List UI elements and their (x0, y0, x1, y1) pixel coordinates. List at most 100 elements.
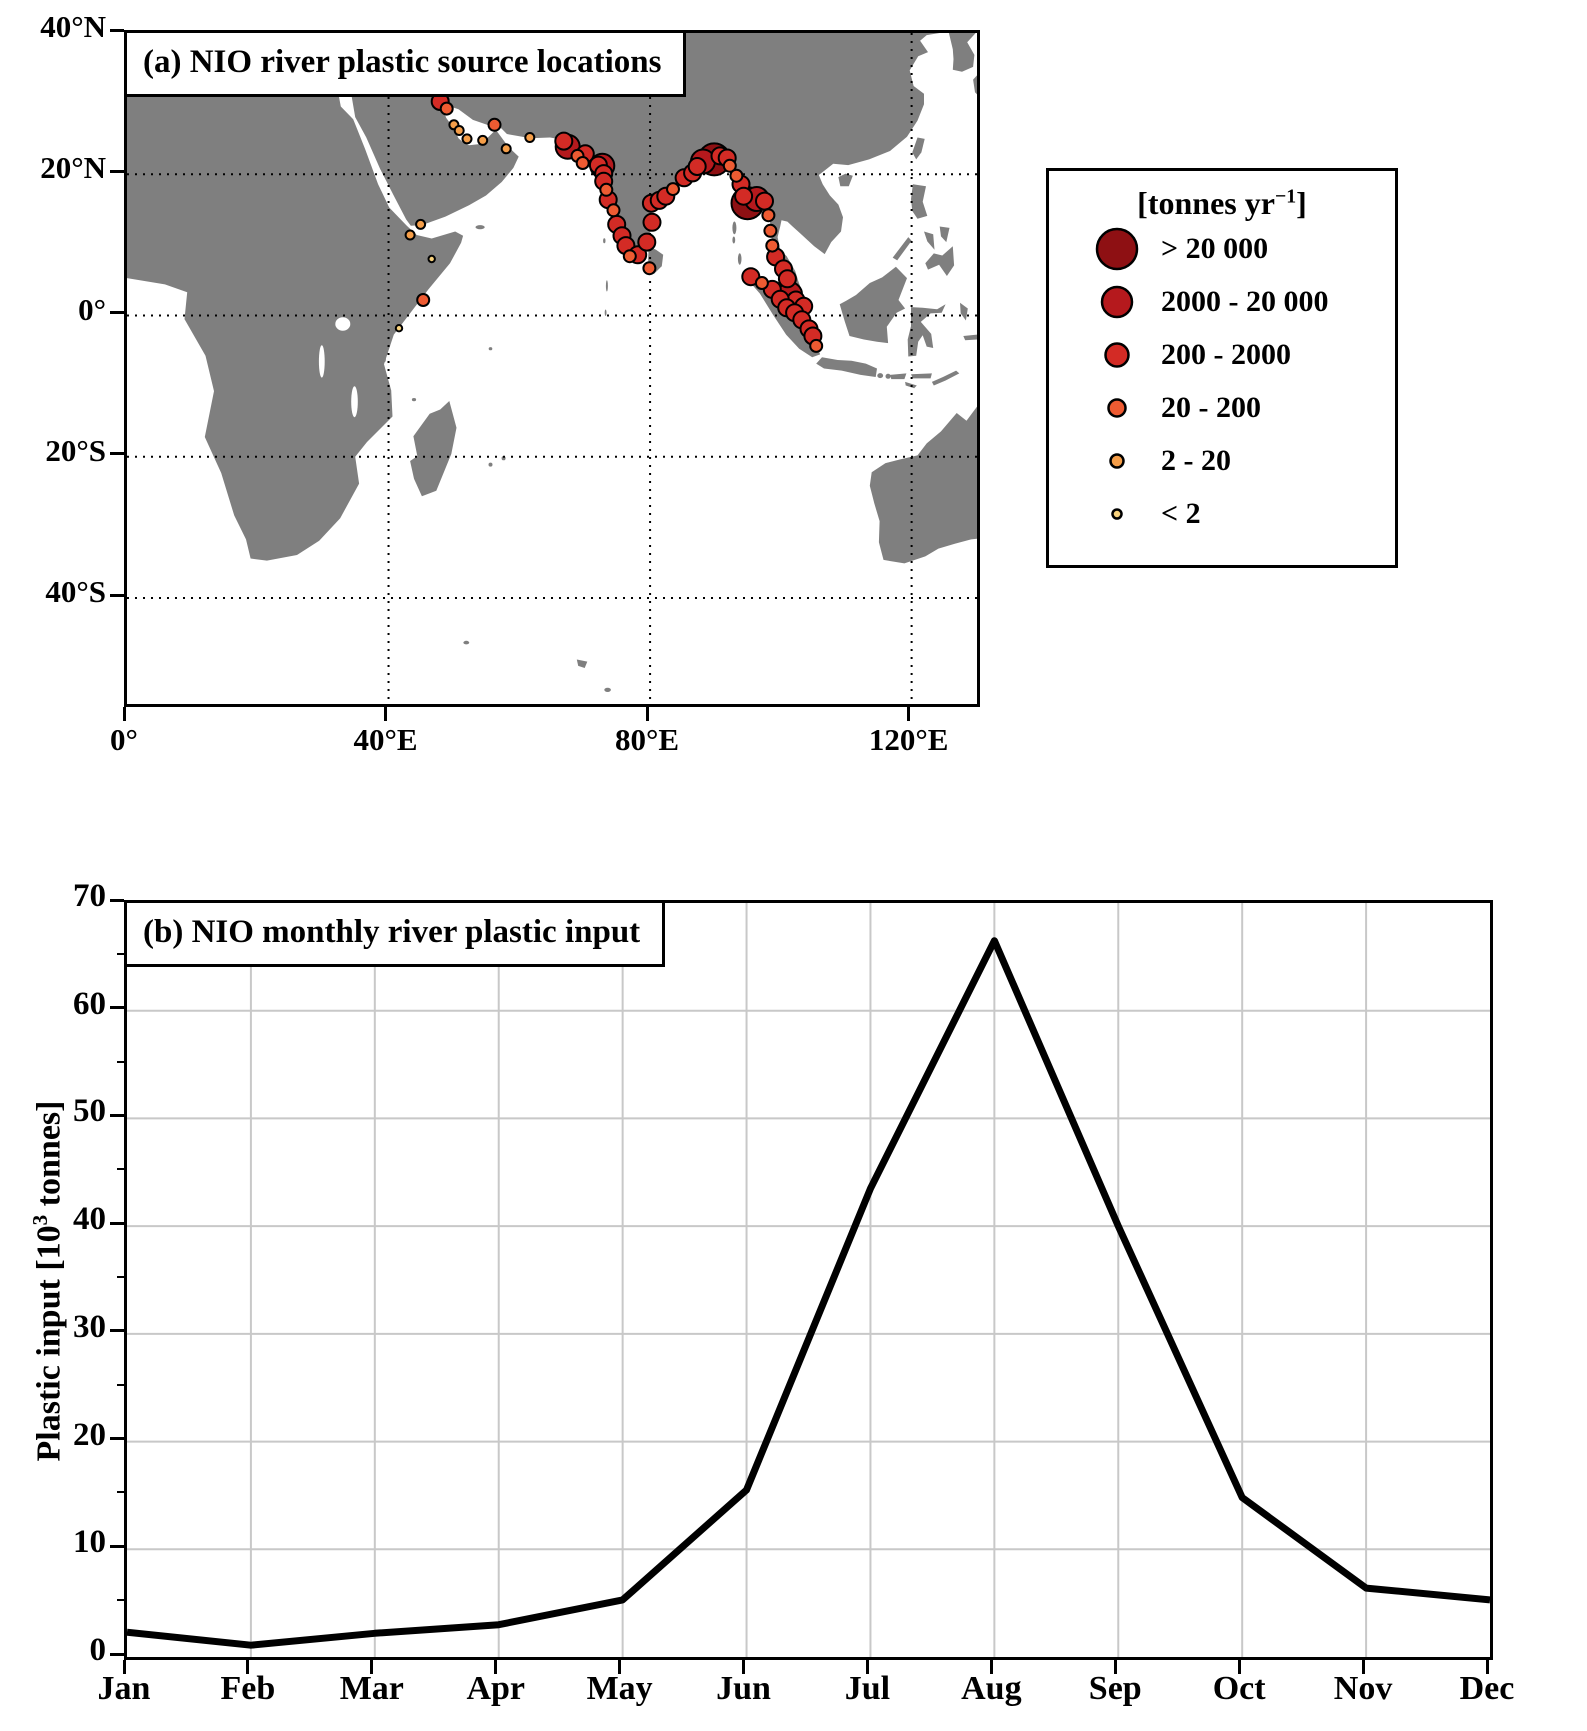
river-source-point (666, 182, 680, 197)
landmass (948, 33, 976, 72)
river-source-point (394, 324, 404, 333)
legend-title: [tonnes yr−1] (1137, 185, 1307, 221)
y-tick-label: 30 (73, 1308, 106, 1345)
landmass (869, 406, 977, 564)
month-label: May (586, 1670, 653, 1707)
river-source-point (763, 223, 778, 238)
river-source-point (404, 229, 416, 241)
river-source-point (761, 208, 776, 223)
river-source-point (524, 132, 536, 143)
legend-entry-label: 2000 - 20 000 (1161, 284, 1329, 318)
x-tick (989, 1660, 993, 1674)
river-source-point (415, 218, 427, 230)
landmass (925, 246, 955, 276)
island (488, 462, 493, 467)
island (383, 356, 386, 362)
month-label: Dec (1459, 1670, 1515, 1707)
y-tick (110, 1437, 124, 1441)
inland-water (351, 386, 358, 418)
island (605, 280, 608, 292)
river-source-point (500, 143, 512, 155)
legend-entry-label: > 20 000 (1161, 231, 1269, 265)
legend-circle-icon (1109, 452, 1125, 469)
size-circle-icon (1073, 438, 1161, 484)
island (604, 687, 611, 693)
x-tick (865, 1660, 869, 1674)
y-tick (110, 1221, 124, 1225)
river-source-point (734, 186, 754, 206)
lat-tick-label: 20°S (45, 432, 106, 468)
month-label: Jul (844, 1670, 891, 1707)
panel-a-title: (a) NIO river plastic source locations (124, 30, 687, 98)
x-tick (1485, 1660, 1489, 1674)
legend-entry: 200 - 2000 (1049, 328, 1395, 381)
landmass (576, 659, 588, 668)
y-tick-label: 10 (73, 1524, 106, 1561)
lon-tick (645, 707, 649, 721)
month-label: Oct (1212, 1670, 1266, 1707)
island (732, 221, 737, 235)
river-source-point (439, 101, 454, 116)
landmass (890, 373, 907, 380)
y-tick-label: 40 (73, 1201, 106, 1238)
island (877, 373, 884, 379)
y-tick-label: 50 (73, 1093, 106, 1130)
size-circle-icon (1073, 385, 1161, 431)
lon-tick (122, 707, 126, 721)
island (463, 640, 470, 645)
landmass (892, 237, 912, 261)
river-source-point (722, 158, 737, 173)
month-label: Feb (220, 1670, 276, 1707)
island (604, 309, 607, 316)
landmass (907, 304, 946, 357)
landmass (816, 357, 877, 377)
inland-water (335, 317, 351, 331)
river-source-point (554, 131, 574, 151)
y-tick-label: 0 (89, 1632, 107, 1668)
y-minor-tick (117, 1599, 124, 1602)
lat-tick (110, 169, 124, 173)
river-source-point (755, 191, 774, 211)
y-tick (110, 1006, 124, 1010)
lat-tick (110, 28, 124, 32)
panel-b-title: (b) NIO monthly river plastic input (124, 900, 666, 968)
inland-water (318, 345, 325, 378)
x-tick (742, 1660, 746, 1674)
monthly-input-chart (127, 903, 1490, 1657)
x-tick (246, 1660, 250, 1674)
x-tick (1237, 1660, 1241, 1674)
river-source-point (599, 182, 614, 197)
y-tick (110, 1113, 124, 1117)
river-source-point (416, 293, 431, 307)
lat-tick-label: 0° (78, 291, 106, 327)
lon-tick (384, 707, 388, 721)
y-tick (110, 898, 124, 902)
landmass (410, 401, 457, 497)
legend-entry: > 20 000 (1049, 222, 1395, 275)
line-chart-panel (124, 900, 1493, 1660)
lon-tick-label: 80°E (615, 722, 680, 757)
landmass (939, 226, 950, 243)
month-label: Mar (339, 1670, 404, 1707)
legend-circle-icon (1104, 341, 1130, 368)
legend-entry: 2000 - 20 000 (1049, 275, 1395, 328)
river-source-point (687, 157, 707, 176)
size-circle-icon (1073, 332, 1161, 378)
landmass (838, 173, 853, 187)
river-source-point (461, 133, 473, 145)
legend-entry: 20 - 200 (1049, 381, 1395, 434)
island (475, 225, 485, 230)
legend-entry-label: 20 - 200 (1161, 390, 1261, 424)
landmass (924, 231, 935, 250)
legend-circle-icon (1100, 285, 1134, 318)
lat-tick-label: 20°N (40, 150, 106, 186)
river-source-point (575, 156, 590, 170)
legend-entry: < 2 (1049, 487, 1395, 540)
legend-circle-icon (1095, 227, 1139, 270)
indian-ocean-map (127, 33, 977, 704)
island (885, 373, 891, 379)
y-minor-tick (117, 952, 124, 955)
x-tick (370, 1660, 374, 1674)
river-source-point (477, 134, 489, 146)
